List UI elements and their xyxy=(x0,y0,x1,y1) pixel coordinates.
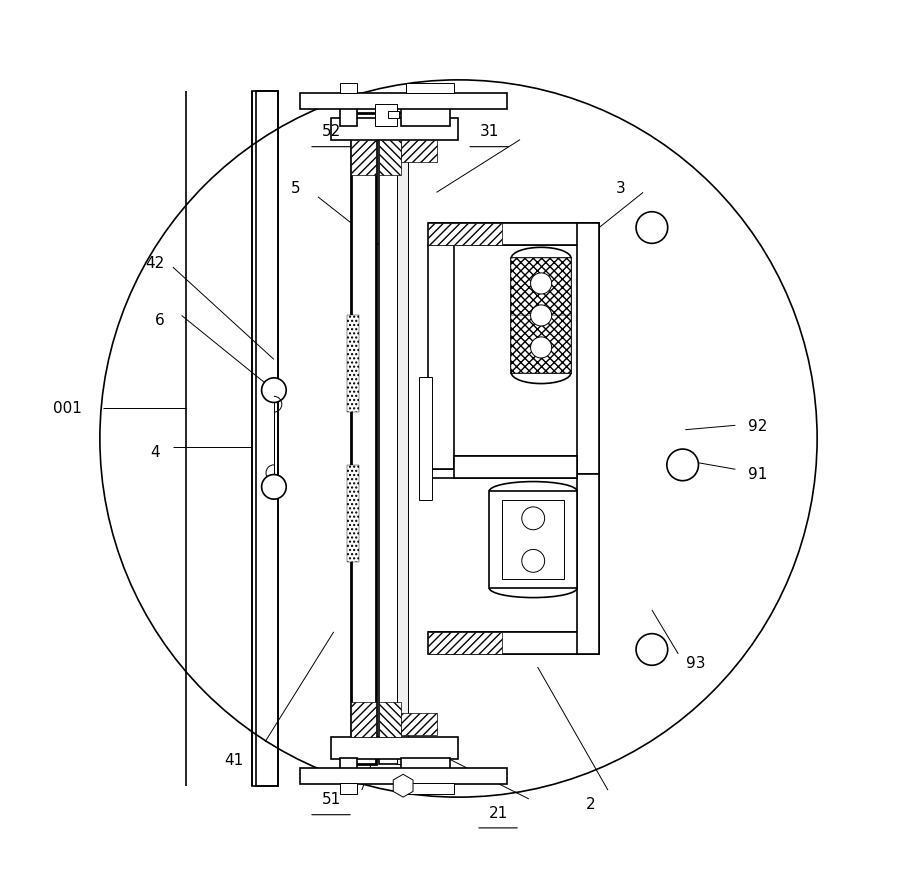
Bar xyxy=(427,246,454,470)
Bar xyxy=(577,224,599,474)
Text: 52: 52 xyxy=(322,124,341,140)
Text: 91: 91 xyxy=(747,466,767,482)
Text: 6: 6 xyxy=(155,313,164,328)
Bar xyxy=(427,470,577,479)
Polygon shape xyxy=(393,774,413,797)
Bar xyxy=(577,474,599,654)
Bar xyxy=(340,783,358,795)
Circle shape xyxy=(261,378,286,403)
Bar xyxy=(388,112,399,119)
Bar xyxy=(380,702,402,738)
Bar xyxy=(427,224,503,246)
Bar xyxy=(490,492,577,588)
Text: 4: 4 xyxy=(150,444,160,460)
Bar xyxy=(419,378,432,500)
Circle shape xyxy=(636,634,668,666)
Text: 93: 93 xyxy=(686,655,705,671)
Bar xyxy=(512,259,571,373)
Circle shape xyxy=(522,507,545,530)
Bar xyxy=(402,759,449,774)
Bar xyxy=(397,114,407,764)
Bar xyxy=(380,114,402,764)
Bar xyxy=(512,316,571,373)
Bar xyxy=(351,140,376,176)
Text: 3: 3 xyxy=(616,181,626,197)
Text: 41: 41 xyxy=(225,752,244,767)
Text: 2: 2 xyxy=(586,795,595,811)
Bar xyxy=(503,500,564,579)
Circle shape xyxy=(261,475,286,500)
Bar xyxy=(402,713,436,735)
Bar xyxy=(427,632,503,654)
Text: 42: 42 xyxy=(146,255,165,271)
Bar xyxy=(427,632,599,654)
Bar xyxy=(351,114,376,764)
Text: 001: 001 xyxy=(53,400,82,416)
Bar xyxy=(340,83,358,94)
Text: 5: 5 xyxy=(291,181,301,197)
Bar xyxy=(347,465,359,562)
Circle shape xyxy=(531,337,552,358)
Circle shape xyxy=(636,212,668,244)
Bar xyxy=(340,105,358,127)
Bar xyxy=(405,83,454,94)
Bar xyxy=(402,105,449,127)
Circle shape xyxy=(522,550,545,572)
Bar xyxy=(380,140,402,176)
Circle shape xyxy=(531,306,552,327)
Text: 92: 92 xyxy=(747,418,767,434)
Bar xyxy=(252,92,278,786)
Bar xyxy=(454,457,577,479)
Bar xyxy=(331,119,458,140)
Bar xyxy=(300,94,507,110)
Circle shape xyxy=(531,274,552,295)
Text: 31: 31 xyxy=(480,124,499,140)
Circle shape xyxy=(667,450,699,481)
Bar xyxy=(257,92,278,786)
Bar xyxy=(512,259,571,316)
Text: 51: 51 xyxy=(322,791,341,807)
Bar xyxy=(427,224,599,246)
Bar xyxy=(300,768,507,784)
Bar xyxy=(405,783,454,795)
Bar xyxy=(347,316,359,413)
Text: 21: 21 xyxy=(489,804,508,820)
Bar xyxy=(402,140,436,162)
Bar xyxy=(351,702,376,738)
Bar xyxy=(340,759,358,774)
Bar xyxy=(375,105,397,127)
Bar xyxy=(331,738,458,759)
